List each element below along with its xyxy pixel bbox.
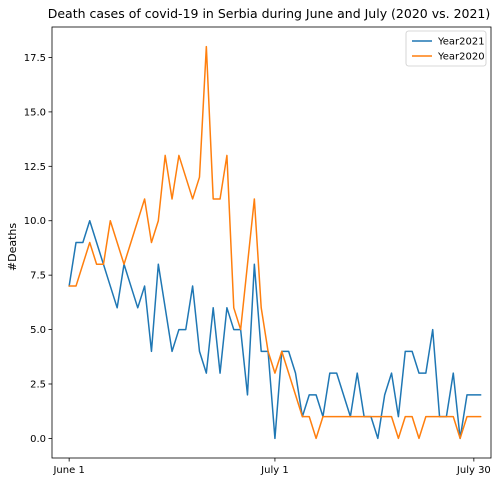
legend-label-1: Year2020 [437, 52, 485, 63]
legend-box [405, 30, 487, 67]
y-tick-label: 10.0 [24, 216, 46, 227]
series-line-0 [68, 219, 482, 440]
y-tick-label: 17.5 [24, 53, 46, 64]
chart-title: Death cases of covid-19 in Serbia during… [48, 6, 491, 21]
y-tick-label: 5.0 [30, 325, 46, 336]
y-tick-label: 0.0 [30, 434, 46, 445]
plot-area: 0.0 2.5 5.0 7.5 10.0 12.5 15.0 17.5 June 1 July 1… [24, 26, 492, 476]
y-tick-label: 7.5 [30, 271, 46, 282]
y-tick-label: 12.5 [24, 162, 46, 173]
legend: Year2021 Year2020 [405, 30, 487, 67]
x-tick-label: July 30 [456, 465, 491, 476]
y-tick-label: 15.0 [24, 107, 46, 118]
y-tick-label: 2.5 [30, 379, 46, 390]
axes-frame [51, 26, 492, 459]
x-tick-label: June 1 [52, 465, 84, 476]
y-axis-label: #Deaths [6, 223, 19, 271]
x-tick-label: July 1 [260, 465, 289, 476]
legend-label-0: Year2021 [437, 37, 485, 48]
series-line-1 [68, 45, 482, 440]
